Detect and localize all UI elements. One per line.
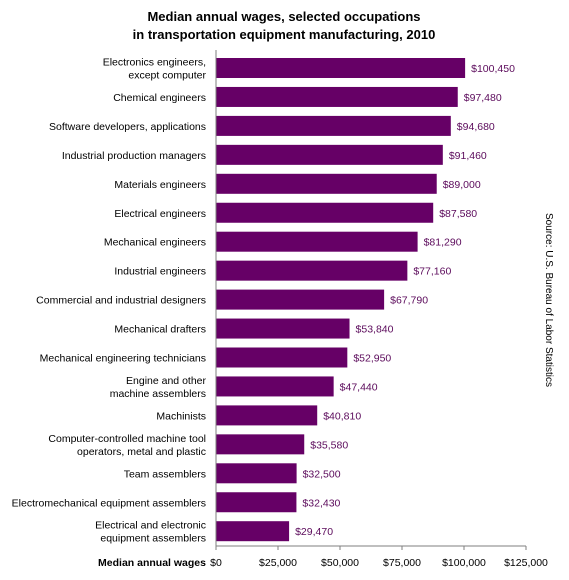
value-label-4: $91,460 — [449, 150, 487, 162]
category-label-9: Commercial and industrial designers — [36, 295, 206, 307]
title-line-2: in transportation equipment manufacturin… — [133, 27, 436, 42]
category-label-11: Mechanical engineering technicians — [40, 353, 206, 365]
value-label-11: $52,950 — [353, 353, 391, 365]
bar-12 — [216, 376, 334, 397]
value-label-3: $94,680 — [457, 121, 495, 133]
value-label-10: $53,840 — [356, 324, 394, 336]
x-axis-title: Median annual wages — [98, 557, 206, 569]
bar-6 — [216, 202, 434, 223]
x-tick-label-1: $0 — [210, 557, 222, 569]
category-labels: Electronics engineers, except computer Che… — [12, 57, 207, 545]
bar-5 — [216, 173, 437, 194]
bar-17 — [216, 521, 290, 542]
category-label-5: Materials engineers — [114, 179, 206, 191]
value-label-1: $100,450 — [471, 63, 515, 75]
title-line-1: Median annual wages, selected occupation… — [147, 9, 420, 24]
category-label-12: Engine and other machine assemblers — [110, 375, 207, 400]
category-label-17: Electrical and electronic equipment assem… — [95, 520, 206, 545]
x-tick-label-5: $100,000 — [442, 557, 486, 569]
bar-9 — [216, 289, 385, 310]
value-label-17: $29,470 — [295, 526, 333, 538]
category-label-1: Electronics engineers, except computer — [103, 57, 207, 82]
bar-4 — [216, 144, 443, 165]
bar-13 — [216, 405, 318, 426]
value-label-6: $87,580 — [439, 208, 477, 220]
bar-8 — [216, 260, 408, 281]
value-label-15: $32,500 — [303, 468, 341, 480]
bars — [216, 58, 466, 542]
category-label-10: Mechanical drafters — [114, 324, 206, 336]
category-label-7: Mechanical engineers — [104, 237, 206, 249]
chart-title: Median annual wages, selected occupation… — [133, 9, 436, 42]
bar-3 — [216, 115, 451, 136]
bar-15 — [216, 463, 297, 484]
category-label-6: Electrical engineers — [114, 208, 206, 220]
value-labels: $100,450 $97,480 $94,680 $91,460 $89,000 $87,… — [295, 63, 515, 538]
value-label-14: $35,580 — [310, 439, 348, 451]
bar-7 — [216, 231, 418, 252]
value-label-16: $32,430 — [302, 497, 340, 509]
value-label-12: $47,440 — [340, 381, 378, 393]
x-tick-label-2: $25,000 — [259, 557, 297, 569]
source-note: Source: U.S. Bureau of Labor Statistics — [543, 213, 554, 387]
category-label-16: Electromechanical equipment assemblers — [12, 497, 206, 509]
bar-10 — [216, 318, 350, 339]
bar-14 — [216, 434, 305, 455]
x-tick-label-3: $50,000 — [321, 557, 359, 569]
category-label-8: Industrial engineers — [114, 266, 206, 278]
value-label-9: $67,790 — [390, 295, 428, 307]
category-label-15: Team assemblers — [124, 468, 206, 480]
category-label-4: Industrial production managers — [62, 150, 206, 162]
bar-11 — [216, 347, 348, 368]
category-label-14: Computer-controlled machine tool operator… — [48, 433, 206, 458]
value-label-13: $40,810 — [323, 410, 361, 422]
value-label-7: $81,290 — [424, 237, 462, 249]
x-tick-label-4: $75,000 — [383, 557, 421, 569]
bar-1 — [216, 58, 466, 78]
x-axis: $0 $25,000 $50,000 $75,000 $100,000 $125,000 — [210, 50, 548, 569]
x-tick-label-6: $125,000 — [504, 557, 548, 569]
category-label-13: Machinists — [156, 410, 206, 422]
bar-2 — [216, 86, 458, 107]
value-label-8: $77,160 — [413, 266, 451, 278]
value-label-5: $89,000 — [443, 179, 481, 191]
value-label-2: $97,480 — [464, 92, 502, 104]
bar-16 — [216, 492, 297, 513]
category-label-2: Chemical engineers — [113, 92, 206, 104]
category-label-3: Software developers, applications — [49, 121, 206, 133]
